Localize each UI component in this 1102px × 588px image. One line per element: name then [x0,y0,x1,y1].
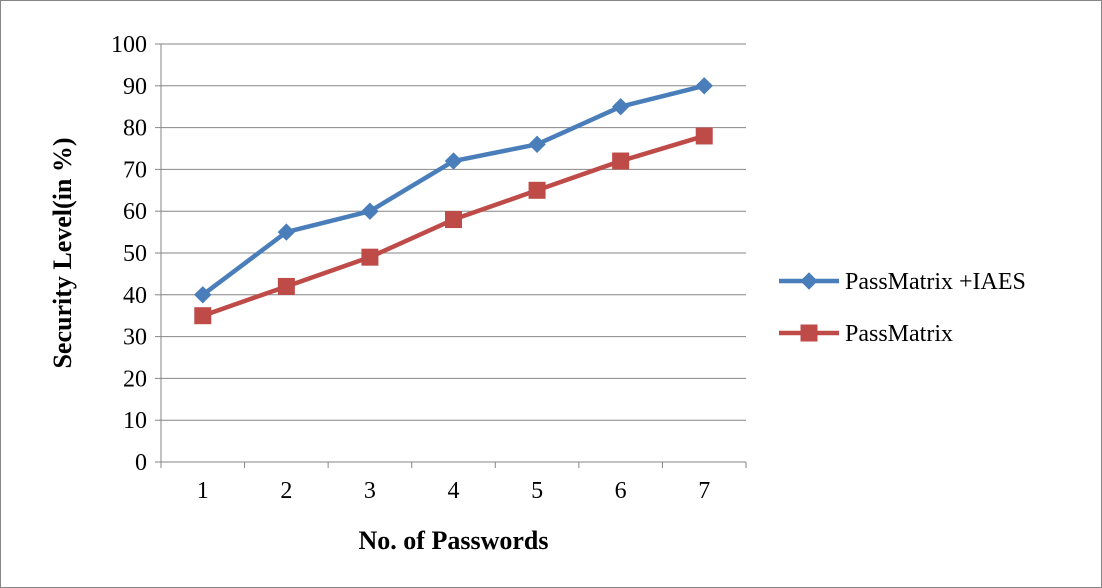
legend-label: PassMatrix +IAES [845,269,1026,295]
data-point [695,127,713,145]
data-point [194,286,212,304]
y-tick-label: 20 [123,366,147,392]
data-point [277,223,296,241]
data-point [695,77,713,95]
y-tick-label: 70 [123,157,147,183]
data-point [361,202,379,220]
y-tick-label: 60 [123,199,147,225]
x-tick-label: 7 [698,478,710,504]
data-point [361,248,379,266]
legend-label: PassMatrix [845,321,953,347]
legend-marker [800,324,818,342]
gridlines [161,43,746,421]
x-tick-label: 4 [448,478,460,504]
data-point [277,277,295,295]
x-tick-label: 6 [615,478,627,504]
legend-item: PassMatrix +IAES [779,269,1026,295]
x-tick-label: 5 [531,478,543,504]
y-tick-label: 40 [123,283,147,309]
y-tick-label: 90 [123,74,147,100]
series-1 [194,127,713,325]
y-tick-label: 10 [123,408,147,434]
data-point [444,152,463,170]
x-tick-label: 1 [197,478,209,504]
data-point [194,307,212,325]
y-tick-label: 100 [111,32,147,58]
series-group [194,77,713,325]
x-tick-label: 2 [280,478,292,504]
x-axis-title: No. of Passwords [359,526,549,555]
axes [155,43,747,468]
y-axis-title: Security Level(in %) [48,137,77,368]
tick-labels: 0 10 20 30 40 50 60 70 80 90 100 1 2 3 4 5 6 7 [111,32,710,504]
data-point [445,211,462,229]
legend-marker [800,272,818,290]
data-point [611,97,630,116]
y-tick-label: 30 [123,325,147,351]
data-point [528,135,546,154]
x-tick-label: 3 [364,478,376,504]
series-line [201,83,705,297]
y-tick-label: 50 [123,241,147,267]
y-tick-label: 0 [135,450,147,476]
series-0 [194,77,713,304]
legend: PassMatrix +IAES PassMatrix [779,269,1026,347]
y-tick-label: 80 [123,116,147,142]
legend-item: PassMatrix [779,321,953,347]
data-point [612,152,630,170]
data-point [528,181,546,199]
